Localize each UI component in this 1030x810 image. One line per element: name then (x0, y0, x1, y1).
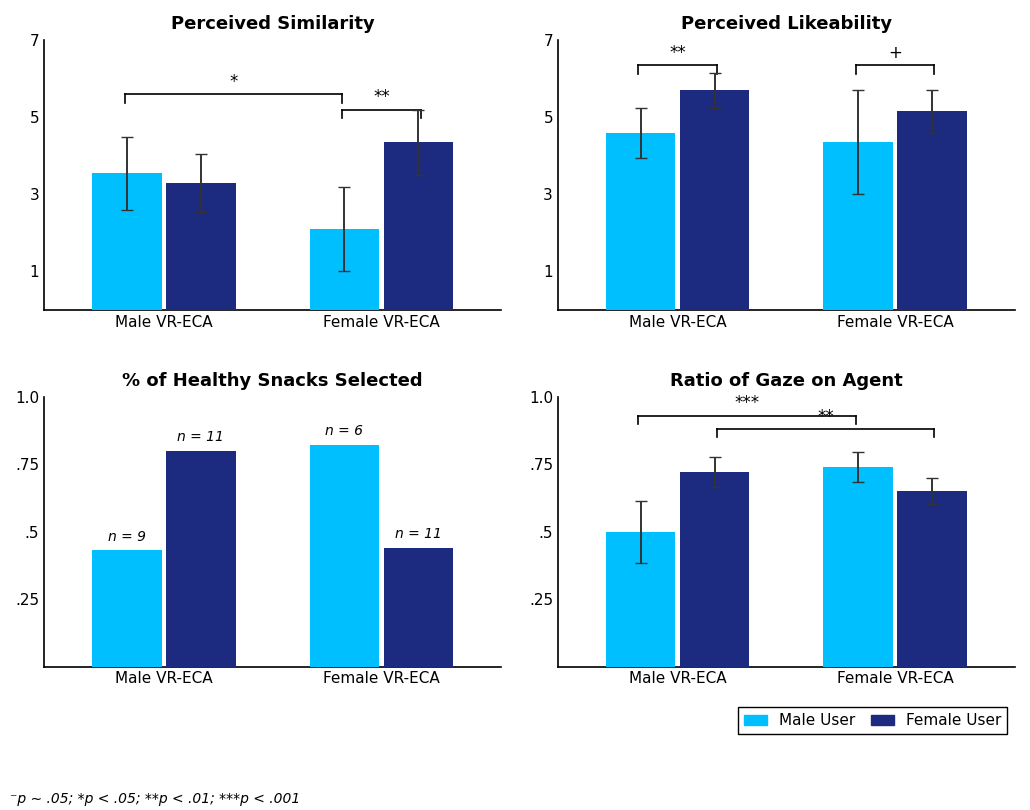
Bar (823, 143, 893, 310)
Bar (606, 133, 676, 310)
Bar (897, 491, 967, 667)
Bar (383, 143, 453, 310)
Legend: Male User, Female User: Male User, Female User (737, 707, 1007, 735)
Text: **: ** (670, 44, 686, 62)
Bar (680, 472, 750, 667)
Text: n = 9: n = 9 (108, 530, 145, 544)
Text: +: + (888, 44, 902, 62)
Text: n = 11: n = 11 (177, 430, 225, 444)
Text: **: ** (817, 407, 834, 426)
Text: **: ** (373, 88, 389, 106)
Bar (897, 112, 967, 310)
Text: ⁻p ∼ .05; *p < .05; **p < .01; ***p < .001: ⁻p ∼ .05; *p < .05; **p < .01; ***p < .0… (10, 792, 301, 806)
Text: n = 6: n = 6 (325, 424, 364, 438)
Title: Perceived Similarity: Perceived Similarity (171, 15, 375, 33)
Bar (92, 173, 162, 310)
Text: *: * (230, 73, 238, 91)
Bar (166, 183, 236, 310)
Bar (383, 548, 453, 667)
Bar (166, 450, 236, 667)
Text: ***: *** (734, 394, 760, 412)
Title: Perceived Likeability: Perceived Likeability (681, 15, 892, 33)
Text: n = 11: n = 11 (394, 527, 442, 541)
Bar (92, 551, 162, 667)
Title: % of Healthy Snacks Selected: % of Healthy Snacks Selected (123, 372, 423, 390)
Bar (823, 467, 893, 667)
Bar (310, 229, 379, 310)
Bar (680, 90, 750, 310)
Bar (606, 531, 676, 667)
Title: Ratio of Gaze on Agent: Ratio of Gaze on Agent (671, 372, 903, 390)
Bar (310, 446, 379, 667)
